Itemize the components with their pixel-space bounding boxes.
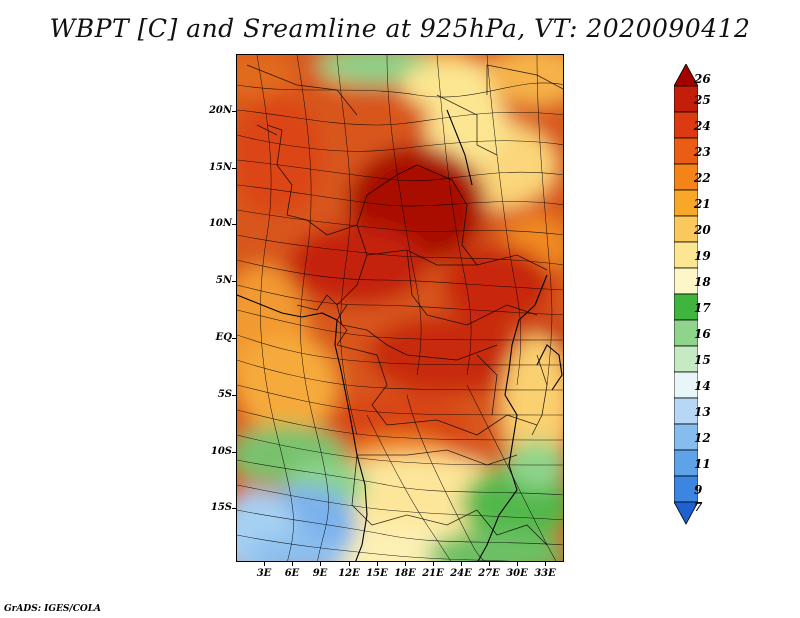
colorbar-label: 12	[694, 431, 711, 445]
colorbar-swatch	[674, 501, 698, 525]
lat-label-20n: 20N	[208, 105, 232, 116]
colorbar-swatch	[674, 189, 698, 217]
lat-tick	[232, 508, 237, 509]
lat-label-10n: 10N	[208, 218, 232, 229]
chart-title: WBPT [C] and Sreamline at 925hPa, VT: 20…	[49, 14, 751, 43]
colorbar-swatch	[674, 267, 698, 295]
lon-label-33e: 33E	[534, 568, 556, 579]
lat-tick	[232, 111, 237, 112]
colorbar-label: 11	[694, 457, 711, 471]
colorbar-label: 13	[694, 405, 711, 419]
colorbar	[674, 64, 698, 525]
lon-tick	[433, 561, 434, 566]
lon-tick	[264, 561, 265, 566]
lat-label-15s: 15S	[210, 502, 232, 513]
colorbar-label: 23	[694, 145, 711, 159]
lon-tick	[461, 561, 462, 566]
colorbar-label: 14	[694, 379, 711, 393]
lat-tick	[232, 452, 237, 453]
lon-label-3e: 3E	[256, 568, 272, 579]
lon-label-6e: 6E	[284, 568, 300, 579]
colorbar-label: 25	[694, 93, 711, 107]
colorbar-label: 19	[694, 249, 711, 263]
lon-tick	[489, 561, 490, 566]
grads-credit: GrADS: IGES/COLA	[4, 604, 102, 614]
lon-label-15e: 15E	[366, 568, 388, 579]
colorbar-swatch	[674, 293, 698, 321]
lon-label-30e: 30E	[506, 568, 528, 579]
lon-label-27e: 27E	[478, 568, 500, 579]
lon-tick	[405, 561, 406, 566]
lon-tick	[377, 561, 378, 566]
colorbar-label: 22	[694, 171, 711, 185]
lat-label-eq: EQ	[215, 332, 232, 343]
colorbar-swatch	[674, 215, 698, 243]
lat-label-10s: 10S	[210, 446, 232, 457]
lat-tick	[232, 281, 237, 282]
lon-tick	[320, 561, 321, 566]
lat-tick	[232, 395, 237, 396]
colorbar-label: 26	[694, 72, 711, 86]
colorbar-swatch	[674, 397, 698, 425]
lon-tick	[292, 561, 293, 566]
lat-label-5n: 5N	[215, 275, 232, 286]
lon-tick	[545, 561, 546, 566]
colorbar-label: 18	[694, 275, 711, 289]
lat-label-5s: 5S	[217, 389, 232, 400]
colorbar-label: 24	[694, 119, 711, 133]
colorbar-label: 16	[694, 327, 711, 341]
colorbar-swatch	[674, 423, 698, 451]
colorbar-swatch	[674, 319, 698, 347]
lon-tick	[517, 561, 518, 566]
lat-tick	[232, 224, 237, 225]
lon-label-24e: 24E	[450, 568, 472, 579]
lon-label-12e: 12E	[338, 568, 360, 579]
colorbar-label: 9	[694, 483, 703, 497]
map-panel	[236, 54, 564, 562]
lat-tick	[232, 338, 237, 339]
lat-tick	[232, 168, 237, 169]
colorbar-label: 21	[694, 197, 711, 211]
colorbar-swatch	[674, 241, 698, 269]
lon-label-9e: 9E	[312, 568, 328, 579]
lon-label-18e: 18E	[394, 568, 416, 579]
colorbar-label: 17	[694, 301, 711, 315]
lat-label-15n: 15N	[208, 162, 232, 173]
lon-tick	[349, 561, 350, 566]
colorbar-swatch	[674, 85, 698, 113]
wbpt-field	[237, 55, 563, 561]
colorbar-label: 7	[694, 500, 703, 514]
lon-label-21e: 21E	[422, 568, 444, 579]
colorbar-label: 20	[694, 223, 711, 237]
colorbar-label: 15	[694, 353, 711, 367]
